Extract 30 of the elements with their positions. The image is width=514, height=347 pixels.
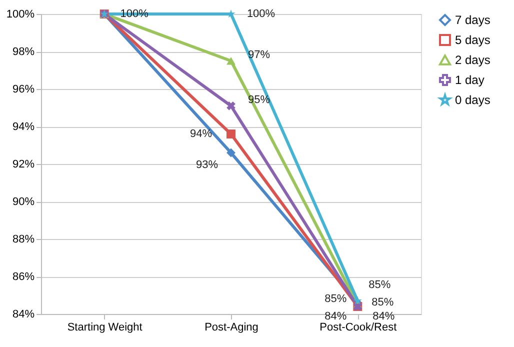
y-tick-label: 86% [12,271,35,283]
y-tick-label: 94% [12,121,35,133]
point [226,130,236,138]
x-tick-label: Post-Aging [204,322,258,334]
y-tick-label: 100% [6,8,35,20]
data-label: 100% [246,8,276,20]
data-label: 94% [190,128,212,140]
legend-label: 5 days [455,33,490,47]
data-label: 85% [372,296,394,309]
point [226,101,236,110]
y-tick-label: 92% [12,158,35,170]
data-label: 85% [324,292,347,305]
data-label: 85% [368,278,391,291]
x-tick-label: Post-Cook/Rest [320,322,397,334]
data-label: 84% [324,310,347,322]
data-label: 84% [372,310,395,322]
legend-label: 1 day [455,73,484,87]
y-tick-label: 88% [12,234,35,246]
legend-label: 7 days [455,13,490,27]
point [226,148,236,158]
y-tick-label: 98% [12,46,35,58]
y-tick-label: 84% [12,308,35,320]
point [226,57,236,65]
point [353,296,362,304]
legend-label: 0 days [455,93,490,107]
legend-label: 2 days [455,53,490,67]
y-tick-label: 90% [12,196,35,208]
y-tick-label: 96% [12,84,35,96]
x-tick-label: Starting Weight [67,322,142,334]
data-label: 93% [196,158,218,171]
